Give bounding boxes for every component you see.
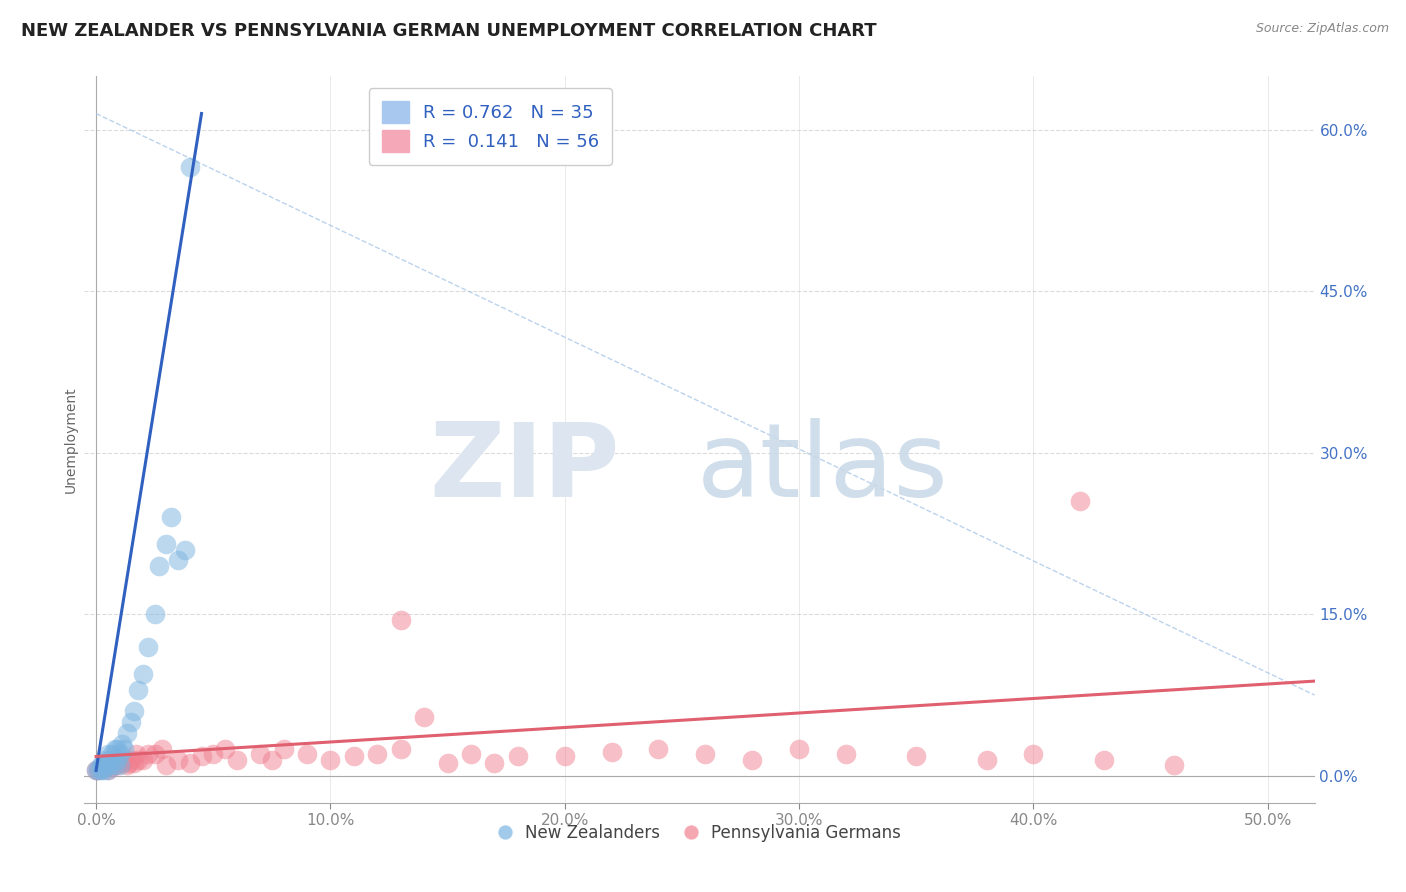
Point <box>787 742 810 756</box>
Point <box>554 749 576 764</box>
Point <box>98 753 121 767</box>
Point <box>1069 494 1091 508</box>
Point <box>108 758 131 772</box>
Point <box>91 756 114 770</box>
Point <box>105 753 128 767</box>
Point <box>160 510 183 524</box>
Point <box>436 756 458 770</box>
Point <box>319 753 342 767</box>
Point <box>112 742 135 756</box>
Point <box>190 749 212 764</box>
Point <box>104 758 127 772</box>
Point <box>167 753 190 767</box>
Point <box>273 742 295 756</box>
Point <box>105 758 128 772</box>
Point <box>1022 747 1045 762</box>
Point <box>127 753 149 767</box>
Point <box>90 760 112 774</box>
Point <box>122 704 145 718</box>
Point <box>118 756 141 770</box>
Point <box>108 747 131 762</box>
Point <box>111 737 134 751</box>
Point <box>120 753 142 767</box>
Point <box>150 742 173 756</box>
Point <box>101 747 124 762</box>
Point <box>84 764 107 778</box>
Point <box>460 747 482 762</box>
Point <box>225 753 247 767</box>
Point <box>366 747 388 762</box>
Point <box>94 758 117 772</box>
Point <box>249 747 271 762</box>
Point <box>343 749 366 764</box>
Point <box>905 749 928 764</box>
Point <box>136 747 159 762</box>
Point <box>84 764 107 778</box>
Point <box>155 537 177 551</box>
Point <box>115 726 138 740</box>
Point <box>174 542 197 557</box>
Point <box>94 758 117 772</box>
Point <box>97 764 120 778</box>
Point <box>413 709 436 723</box>
Point <box>98 758 121 772</box>
Point <box>108 753 131 767</box>
Point <box>97 747 120 762</box>
Point <box>104 742 127 756</box>
Point <box>127 682 149 697</box>
Point <box>214 742 236 756</box>
Point <box>389 742 412 756</box>
Point <box>167 553 190 567</box>
Point <box>105 742 128 756</box>
Point <box>260 753 283 767</box>
Point <box>111 756 134 770</box>
Point <box>695 747 717 762</box>
Point <box>125 747 148 762</box>
Point <box>484 756 506 770</box>
Point <box>741 753 763 767</box>
Point <box>90 758 112 772</box>
Point <box>91 764 114 778</box>
Point <box>112 753 135 767</box>
Point <box>295 747 318 762</box>
Point <box>91 760 114 774</box>
Point <box>148 558 170 573</box>
Point <box>143 747 166 762</box>
Point <box>90 764 112 778</box>
Point <box>1092 753 1115 767</box>
Text: ZIP: ZIP <box>429 417 620 519</box>
Point <box>976 753 998 767</box>
Point <box>94 753 117 767</box>
Point <box>104 756 127 770</box>
Y-axis label: Unemployment: Unemployment <box>63 386 77 492</box>
Point <box>122 756 145 770</box>
Point <box>87 764 110 778</box>
Legend: New Zealanders, Pennsylvania Germans: New Zealanders, Pennsylvania Germans <box>491 818 908 849</box>
Point <box>506 749 529 764</box>
Point <box>97 764 120 778</box>
Point <box>101 760 124 774</box>
Point <box>132 753 155 767</box>
Point <box>132 666 155 681</box>
Point <box>179 161 201 175</box>
Point <box>120 714 142 729</box>
Text: Source: ZipAtlas.com: Source: ZipAtlas.com <box>1256 22 1389 36</box>
Point <box>647 742 669 756</box>
Point <box>143 607 166 622</box>
Point <box>91 760 114 774</box>
Point <box>1163 758 1185 772</box>
Point <box>136 640 159 654</box>
Text: NEW ZEALANDER VS PENNSYLVANIA GERMAN UNEMPLOYMENT CORRELATION CHART: NEW ZEALANDER VS PENNSYLVANIA GERMAN UNE… <box>21 22 877 40</box>
Point <box>98 758 121 772</box>
Point <box>155 758 177 772</box>
Point <box>835 747 858 762</box>
Point <box>98 753 121 767</box>
Point <box>600 745 623 759</box>
Point <box>179 756 201 770</box>
Text: atlas: atlas <box>696 417 949 519</box>
Point <box>389 613 412 627</box>
Point <box>202 747 225 762</box>
Point <box>115 758 138 772</box>
Point <box>87 764 110 778</box>
